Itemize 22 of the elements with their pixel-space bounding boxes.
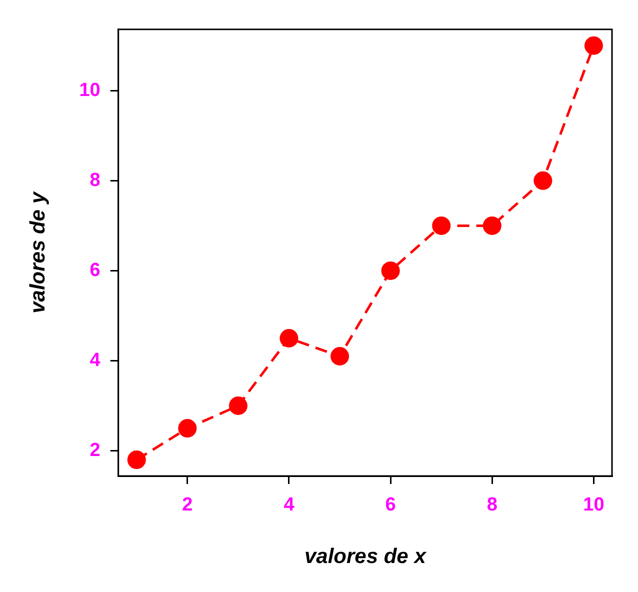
point [584,36,603,55]
point [432,216,451,235]
y-axis-title: valores de y [26,190,50,314]
y-tick-label: 8 [90,170,100,191]
point [482,216,502,235]
point [330,346,350,366]
y-tick-label: 2 [90,440,100,462]
x-axis-title: valores de x [304,545,428,568]
y-tick-label: 10 [79,80,100,101]
x-tick-label: 10 [583,494,604,516]
x-tick-label: 2 [182,494,193,516]
point [127,450,146,470]
x-tick-label: 8 [486,494,498,516]
y-tick-label: 6 [90,260,100,281]
point [534,171,552,190]
x-tick-label: 4 [284,494,295,516]
point [178,419,197,438]
point [228,396,248,416]
x-tick-label: 6 [385,494,396,516]
y-tick-label: 4 [90,350,101,371]
point [381,261,400,280]
point [280,328,298,348]
